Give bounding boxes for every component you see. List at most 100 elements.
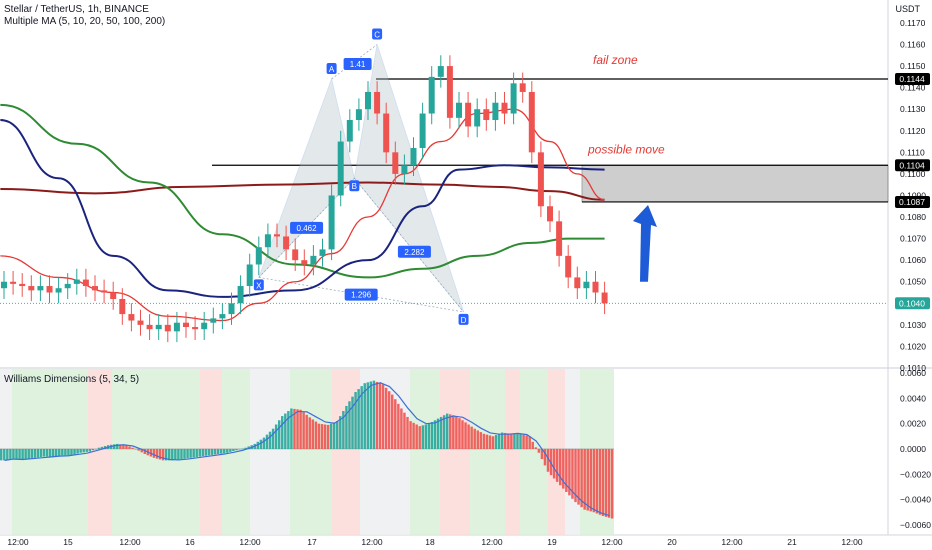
indicator-histogram-bar (314, 421, 318, 449)
indicator-histogram-bar (384, 387, 388, 449)
indicator-histogram-bar (42, 448, 46, 457)
indicator-tick-label: 0.0060 (900, 368, 926, 378)
indicator-histogram-bar (226, 448, 229, 453)
price-tick-label: 0.1030 (900, 320, 926, 330)
indicator-histogram-bar (219, 448, 223, 454)
candle-body (583, 281, 590, 289)
ratio-badge-label: 1.41 (350, 60, 366, 69)
indicator-histogram-bar (51, 448, 55, 457)
indicator-histogram-bar (201, 448, 205, 457)
indicator-histogram-bar (424, 424, 428, 449)
candle-body (556, 221, 563, 256)
price-tick-label: 0.1110 (900, 147, 925, 157)
candle-body (310, 255, 317, 265)
indicator-histogram-bar (555, 448, 559, 482)
candle-body (365, 91, 371, 110)
indicator-histogram-bar (85, 448, 88, 452)
candle-body (46, 286, 53, 293)
candle-body (201, 322, 208, 330)
indicator-histogram-bar (33, 448, 37, 458)
ratio-badge-label: 1.296 (351, 291, 372, 300)
candle-body (592, 281, 599, 293)
indicator-histogram-bar (351, 396, 354, 449)
candle-body (437, 66, 444, 77)
indicator-histogram-bar (604, 448, 608, 517)
indicator-histogram-bar (467, 424, 470, 449)
indicator-histogram-bar (610, 448, 614, 519)
indicator-histogram-bar (375, 381, 379, 449)
candle-body (237, 286, 244, 304)
indicator-histogram-bar (103, 446, 107, 449)
time-tick-label: 12:00 (481, 537, 503, 547)
indicator-histogram-bar (299, 409, 302, 449)
indicator-histogram-bar (516, 433, 519, 449)
indicator-signal-line (4, 382, 610, 517)
indicator-histogram-bar (339, 416, 342, 449)
time-tick-label: 15 (63, 537, 73, 547)
indicator-histogram-bar (18, 448, 21, 460)
indicator-histogram-bar (412, 422, 415, 449)
indicator-tick-label: 0.0040 (900, 393, 926, 403)
candle-body (110, 292, 117, 299)
price-tick-label: 0.1060 (900, 255, 926, 265)
badge-label: A (329, 65, 335, 74)
indicator-histogram-bar (378, 383, 382, 449)
indicator-histogram-bar (415, 424, 418, 449)
candle-body (501, 102, 508, 114)
indicator-histogram-bar (3, 448, 6, 461)
indicator-histogram-bar (113, 444, 116, 449)
indicator-histogram-bar (287, 411, 290, 449)
indicator-histogram-bar (308, 417, 311, 449)
indicator-histogram-bar (568, 448, 571, 496)
indicator-histogram-bar (180, 448, 183, 460)
indicator-histogram-bar (311, 419, 315, 449)
badge-background (458, 313, 469, 325)
indicator-histogram-bar (235, 448, 238, 451)
time-tick-label: 12:00 (239, 537, 261, 547)
candle-body (346, 119, 353, 142)
indicator-histogram-bar (0, 448, 3, 461)
harmonic-ratio-line (354, 177, 464, 313)
candle-body (574, 277, 581, 289)
indicator-histogram-bar (470, 426, 473, 449)
indicator-histogram-bar (482, 433, 486, 449)
indicator-histogram-bar (186, 448, 189, 459)
candle-body (10, 281, 17, 284)
candle-body (228, 303, 235, 315)
candle-body (283, 236, 290, 250)
indicator-histogram-bar (241, 448, 244, 450)
indicator-histogram-bar (449, 414, 452, 449)
candle-body (19, 283, 26, 287)
time-tick-label: 17 (307, 537, 317, 547)
indicator-histogram-bar (543, 448, 547, 466)
indicator-histogram-bar (418, 426, 421, 449)
indicator-histogram-bar (531, 441, 534, 449)
indicator-histogram-bar (54, 448, 58, 457)
indicator-histogram-bar (256, 441, 260, 449)
indicator-histogram-bar (189, 448, 192, 458)
indicator-tick-label: −0.0060 (900, 520, 931, 530)
indicator-histogram-bar (268, 431, 272, 449)
indicator-histogram-bar (15, 448, 18, 460)
indicator-histogram-bar (540, 448, 544, 460)
candle-body (1, 281, 7, 289)
indicator-histogram-bar (406, 416, 409, 449)
indicator-histogram-bar (244, 447, 247, 449)
indicator-histogram-bar (391, 394, 394, 449)
candle-body (456, 102, 462, 118)
indicator-histogram-bar (369, 381, 373, 449)
price-tick-label: 0.1020 (900, 341, 926, 351)
pattern-point-badge-x: X (253, 279, 264, 291)
time-tick-label: 12:00 (601, 537, 623, 547)
indicator-histogram-bar (464, 422, 467, 449)
candle-body (474, 109, 481, 127)
indicator-histogram-bar (216, 448, 220, 455)
candle-body (255, 247, 262, 265)
indicator-histogram-bar (342, 411, 345, 449)
candle-body (274, 234, 280, 237)
candle-body (319, 249, 326, 256)
price-tick-label: 0.1100 (900, 169, 926, 179)
indicator-histogram-bar (497, 433, 501, 449)
indicator-histogram-bar (207, 448, 211, 456)
